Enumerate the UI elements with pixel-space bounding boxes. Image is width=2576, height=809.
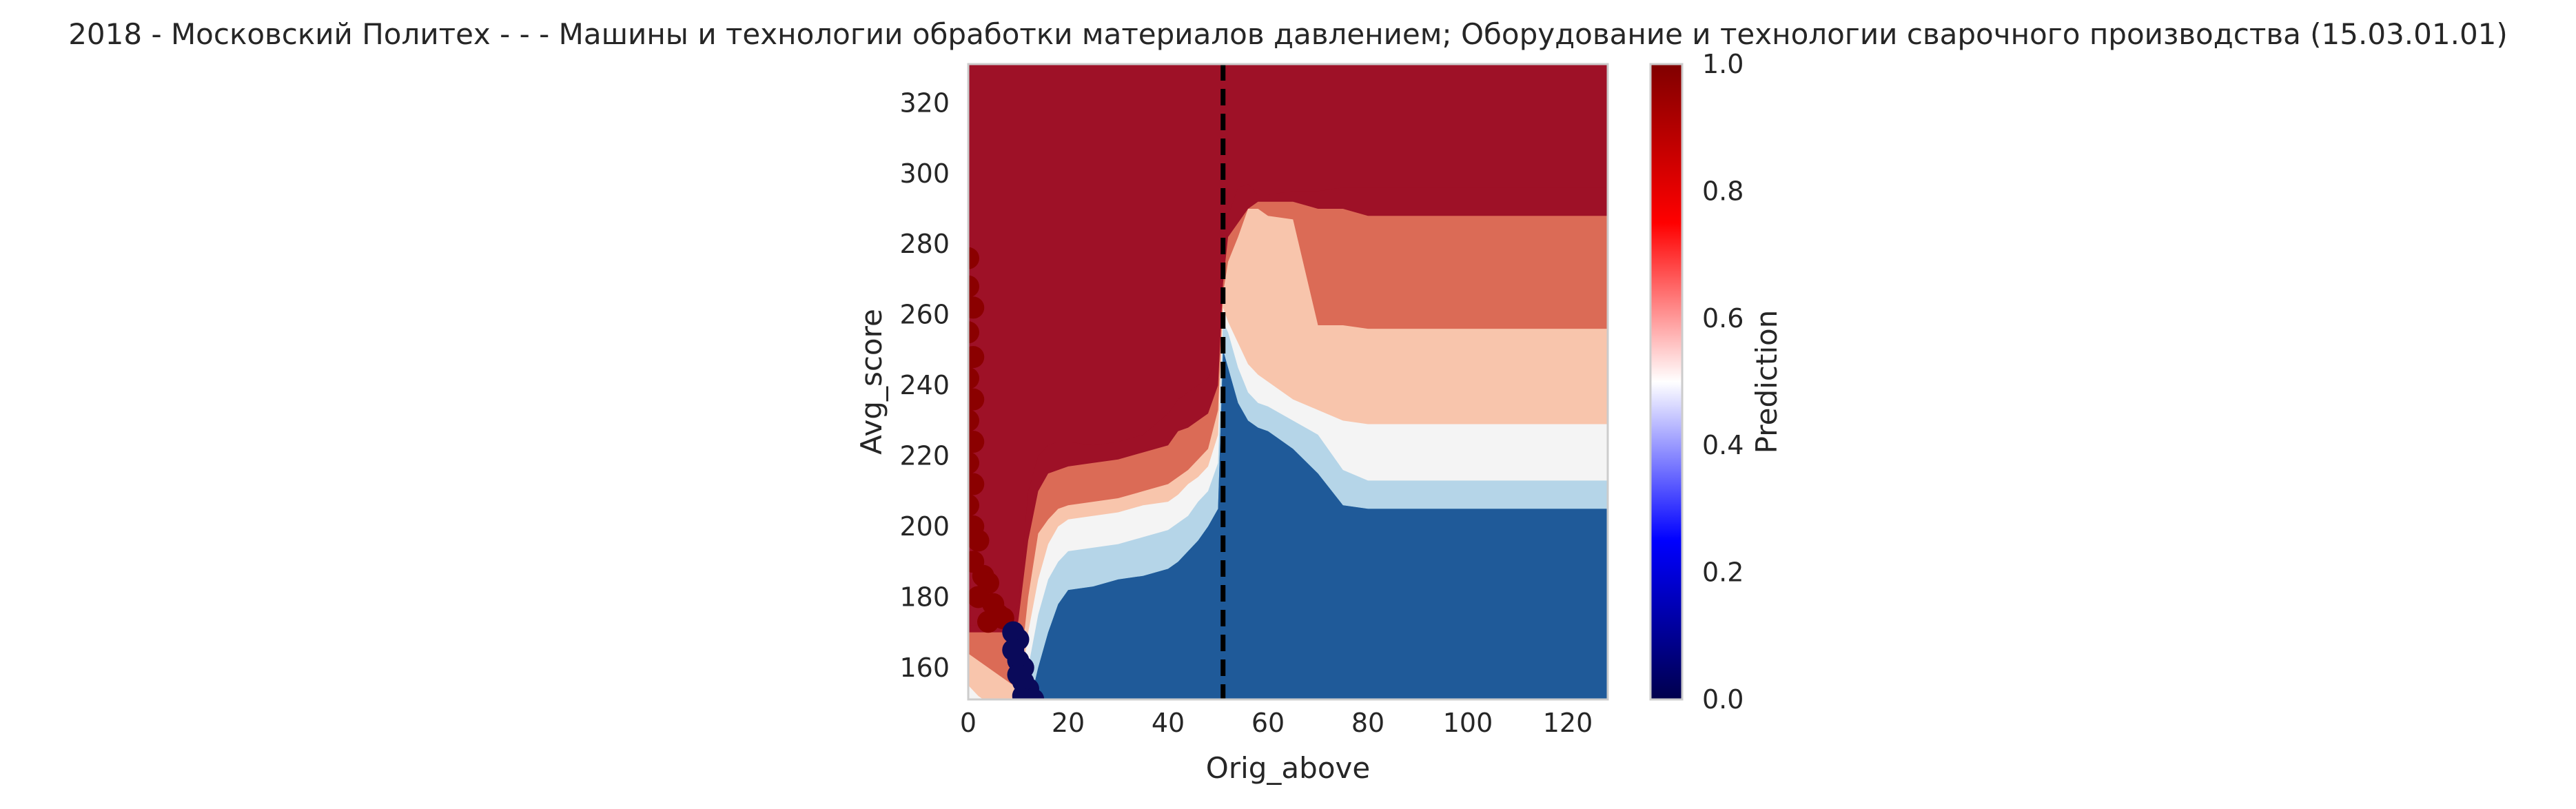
data-point (1022, 688, 1045, 699)
colorbar-gradient (1649, 63, 1684, 701)
colorbar-label: Prediction (1750, 310, 1783, 454)
data-point (968, 346, 985, 369)
x-tick-label: 60 (1251, 708, 1285, 738)
contour-bands (968, 184, 1608, 699)
x-axis-ticks: 0 20 40 60 80 100 120 (960, 708, 1593, 738)
data-point (968, 247, 979, 269)
colorbar-tick-label: 0.2 (1702, 557, 1744, 588)
x-tick-label: 100 (1443, 708, 1493, 738)
y-tick-label: 260 (899, 300, 950, 330)
colorbar-tick-label: 0.0 (1702, 684, 1744, 715)
colorbar: 0.0 0.2 0.4 0.6 0.8 1.0 Prediction (1649, 49, 1783, 715)
data-point (968, 431, 985, 453)
y-tick-label: 280 (899, 229, 950, 259)
data-point (977, 611, 999, 633)
data-point (968, 275, 979, 298)
x-axis-label: Orig_above (1206, 751, 1370, 785)
data-point (968, 473, 985, 495)
y-tick-label: 160 (899, 653, 950, 683)
colorbar-tick-label: 0.6 (1702, 303, 1744, 334)
colorbar-tick-label: 0.8 (1702, 176, 1744, 206)
y-tick-label: 180 (899, 582, 950, 612)
plot-frame (967, 63, 1609, 701)
data-point (968, 321, 979, 344)
y-tick-label: 200 (899, 511, 950, 542)
x-tick-label: 80 (1351, 708, 1384, 738)
contour-band (1030, 349, 1608, 699)
chart-title: 2018 - Московский Политех - - - Машины и… (68, 17, 2508, 51)
y-tick-label: 220 (899, 441, 950, 471)
data-points (968, 247, 1045, 699)
colorbar-ticks: 0.0 0.2 0.4 0.6 0.8 1.0 (1702, 49, 1744, 715)
y-axis-label: Avg_score (855, 309, 888, 455)
data-point (968, 529, 990, 552)
plot-area (968, 64, 1608, 699)
data-point (968, 451, 979, 474)
y-tick-label: 320 (899, 88, 950, 118)
y-axis-ticks: 160 180 200 220 240 260 280 300 320 (899, 88, 950, 683)
x-tick-label: 20 (1052, 708, 1085, 738)
data-point (968, 367, 979, 389)
y-tick-label: 300 (899, 158, 950, 189)
x-tick-label: 120 (1543, 708, 1593, 738)
data-point (968, 494, 979, 517)
colorbar-tick-label: 0.4 (1702, 430, 1744, 460)
data-point (968, 296, 985, 319)
data-point (968, 409, 979, 432)
x-tick-label: 40 (1152, 708, 1185, 738)
colorbar-tick-label: 1.0 (1702, 49, 1744, 79)
y-tick-label: 240 (899, 370, 950, 400)
data-point (968, 388, 985, 411)
x-tick-label: 0 (960, 708, 977, 738)
